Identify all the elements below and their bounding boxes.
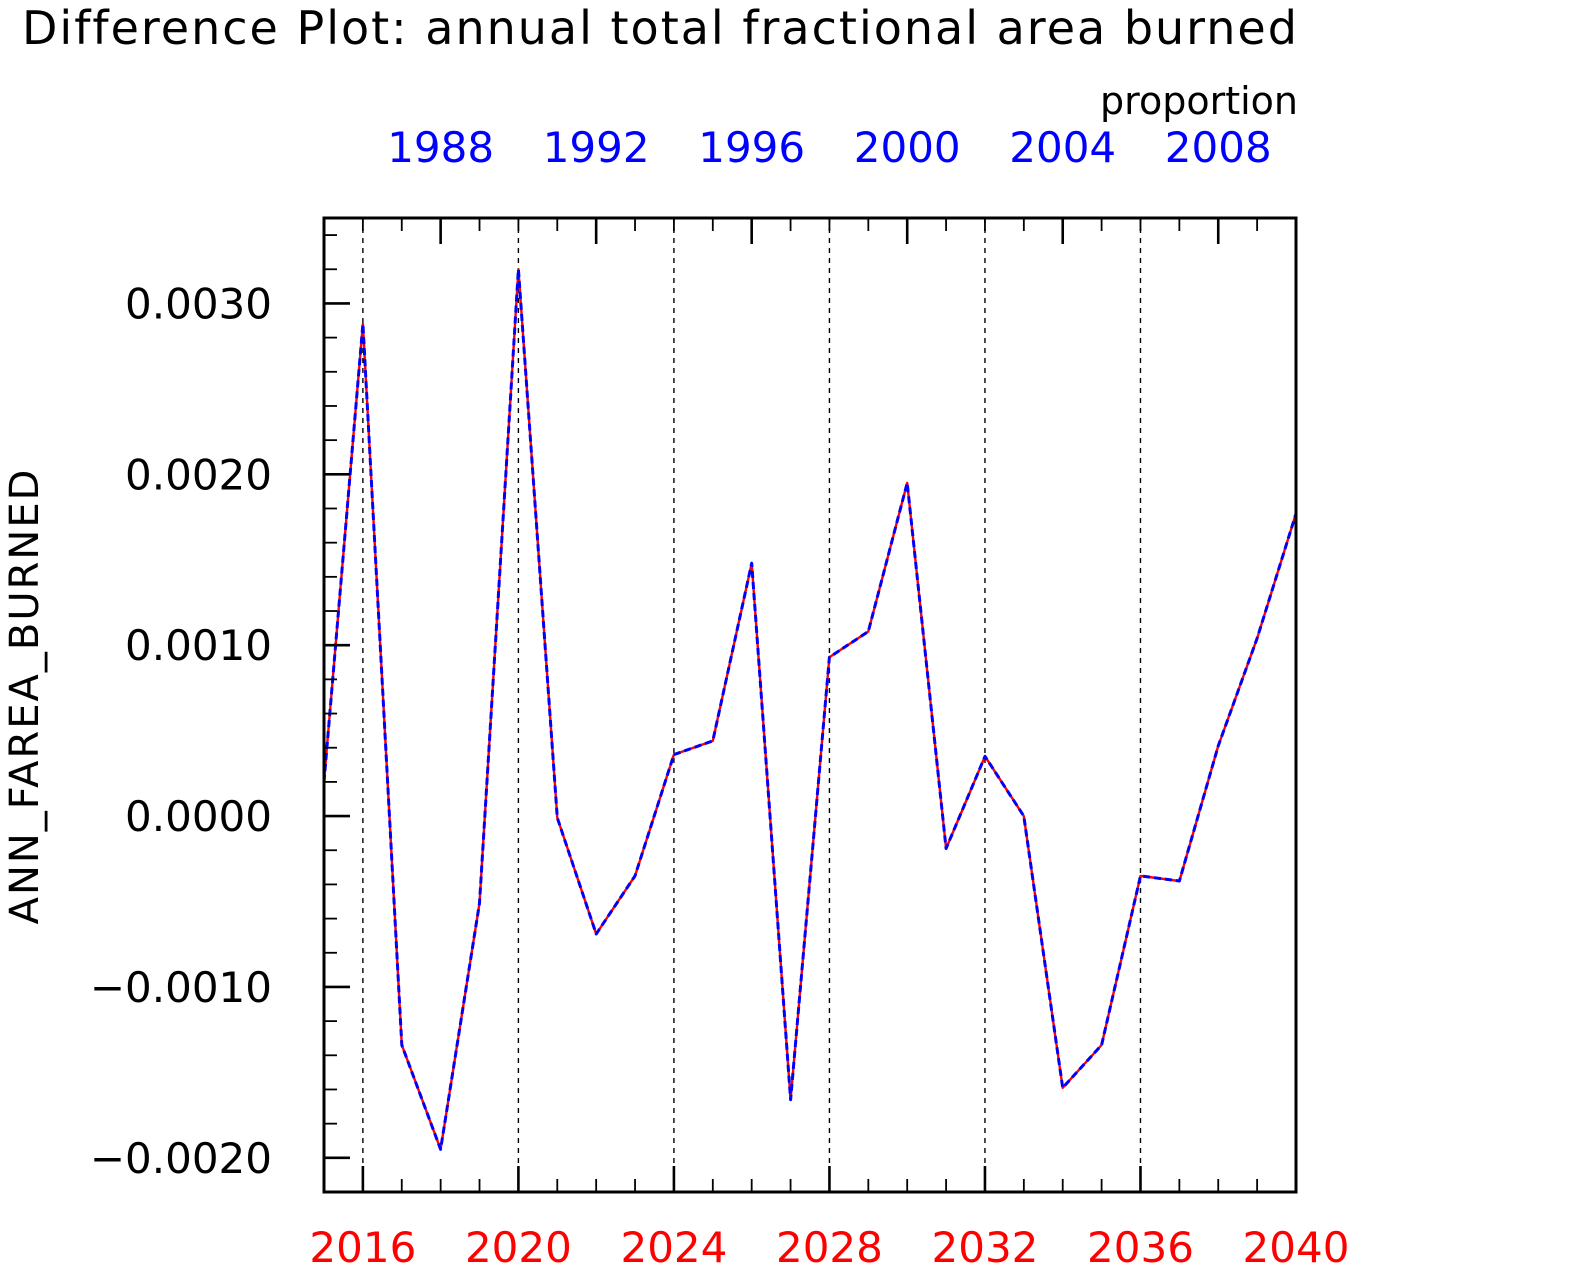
- x-top-tick-label: 2000: [854, 123, 961, 172]
- series-lines: [322, 267, 1298, 1151]
- x-top-tick-label: 1996: [698, 123, 805, 172]
- x-bottom-tick-label: 2040: [1243, 1223, 1350, 1272]
- chart-title: Difference Plot: annual total fractional…: [22, 1, 1299, 55]
- y-tick-label: 0.0020: [125, 450, 272, 499]
- y-tick-label: 0.0030: [125, 279, 272, 328]
- series-line-red-solid: [322, 268, 1298, 1151]
- x-bottom-tick-label: 2036: [1087, 1223, 1194, 1272]
- x-bottom-tick-label: 2016: [309, 1223, 416, 1272]
- x-top-tick-label: 2004: [1009, 123, 1116, 172]
- x-bottom-tick-label: 2020: [465, 1223, 572, 1272]
- x-bottom-tick-label: 2032: [932, 1223, 1039, 1272]
- y-tick-label: −0.0010: [90, 963, 272, 1012]
- gridlines: [362, 218, 1142, 1192]
- y-tick-label: −0.0020: [90, 1134, 272, 1183]
- series-line-blue-dashed: [322, 267, 1298, 1151]
- x-bottom-tick-label: 2028: [776, 1223, 883, 1272]
- axes: −0.0020 −0.0010 0.0000 0.0010 0.0020 0.0030 20…: [90, 123, 1350, 1272]
- x-top-tick-label: 1992: [543, 123, 650, 172]
- x-bottom-tick-label: 2024: [620, 1223, 727, 1272]
- y-axis-label: ANN_FAREA_BURNED: [2, 468, 48, 925]
- x-top-tick-label: 2008: [1165, 123, 1272, 172]
- plot-frame: [322, 216, 1298, 1194]
- x-top-tick-label: 1988: [387, 123, 494, 172]
- y-tick-label: 0.0000: [125, 792, 272, 841]
- units-label: proportion: [1100, 79, 1298, 123]
- y-tick-label: 0.0010: [125, 621, 272, 670]
